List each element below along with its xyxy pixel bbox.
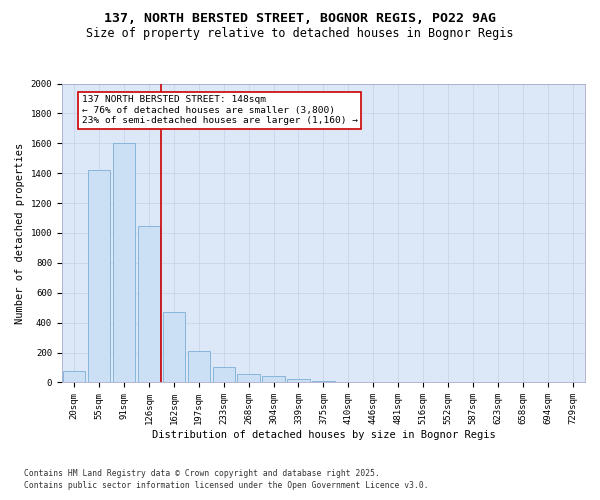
Bar — [188, 351, 210, 382]
Text: 137 NORTH BERSTED STREET: 148sqm
← 76% of detached houses are smaller (3,800)
23: 137 NORTH BERSTED STREET: 148sqm ← 76% o… — [82, 96, 358, 126]
Bar — [63, 372, 85, 382]
Text: 137, NORTH BERSTED STREET, BOGNOR REGIS, PO22 9AG: 137, NORTH BERSTED STREET, BOGNOR REGIS,… — [104, 12, 496, 26]
Bar — [312, 381, 335, 382]
X-axis label: Distribution of detached houses by size in Bognor Regis: Distribution of detached houses by size … — [152, 430, 495, 440]
Bar — [138, 226, 160, 382]
Bar — [163, 312, 185, 382]
Bar — [212, 367, 235, 382]
Text: Size of property relative to detached houses in Bognor Regis: Size of property relative to detached ho… — [86, 28, 514, 40]
Y-axis label: Number of detached properties: Number of detached properties — [15, 142, 25, 324]
Bar — [238, 374, 260, 382]
Bar — [88, 170, 110, 382]
Bar — [287, 380, 310, 382]
Bar — [262, 376, 285, 382]
Text: Contains public sector information licensed under the Open Government Licence v3: Contains public sector information licen… — [24, 481, 428, 490]
Bar — [113, 144, 135, 382]
Text: Contains HM Land Registry data © Crown copyright and database right 2025.: Contains HM Land Registry data © Crown c… — [24, 468, 380, 477]
